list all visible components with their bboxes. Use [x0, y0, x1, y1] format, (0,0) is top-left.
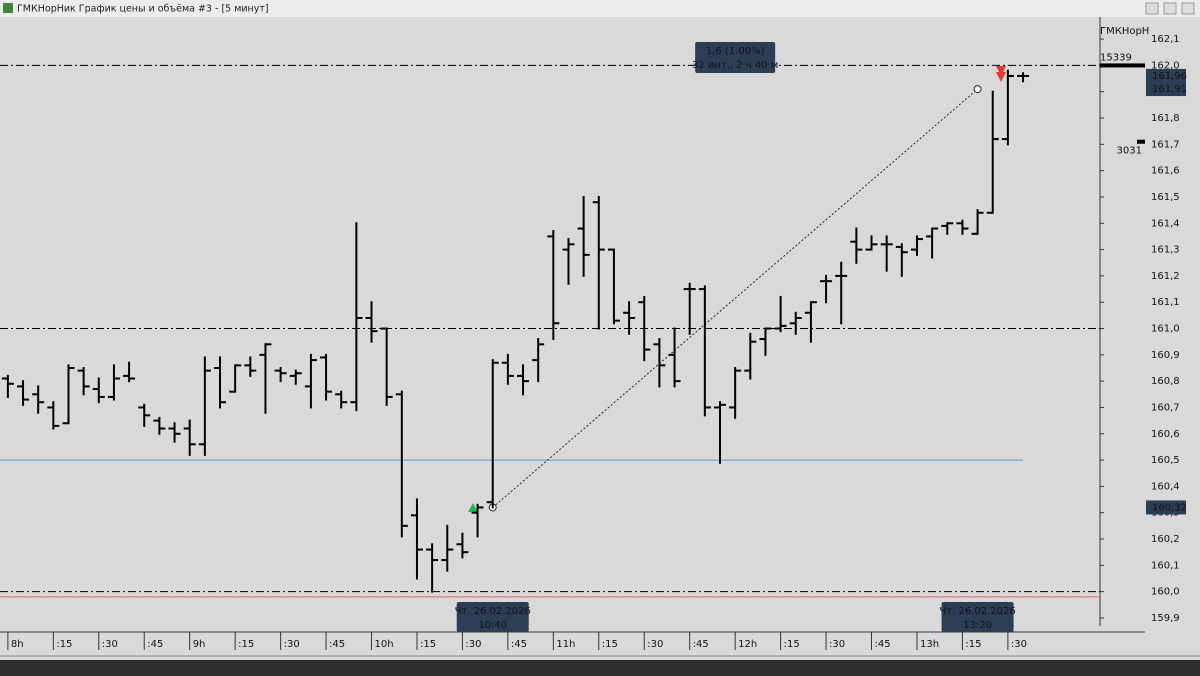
y-tick-label: 159,9: [1151, 613, 1180, 624]
volume-mark: [1137, 139, 1145, 144]
date-label: Чт. 26.02.2026: [455, 606, 531, 617]
price-label: 160,32: [1152, 502, 1187, 513]
y-tick-label: 160,7: [1151, 402, 1180, 413]
x-tick-label: :30: [647, 639, 663, 650]
price-label: 161,91: [1152, 84, 1187, 95]
sell-signal: [996, 72, 1006, 82]
y-tick-label: 160,6: [1151, 429, 1180, 440]
y-tick-label: 160,8: [1151, 376, 1180, 387]
x-tick-label: 11h: [556, 639, 575, 650]
x-tick-label: :45: [329, 639, 345, 650]
status-bar: [0, 660, 1200, 676]
measure-point: [973, 85, 982, 94]
y-tick-label: 160,1: [1151, 560, 1180, 571]
y-tick-label: 161,5: [1151, 192, 1180, 203]
x-tick-label: :45: [147, 639, 163, 650]
date-label: Чт. 26.02.2026: [939, 606, 1015, 617]
x-tick-label: :30: [829, 639, 845, 650]
y-tick-label: 162,0: [1151, 60, 1180, 71]
window-icon: [3, 3, 13, 13]
instrument-label: ГМКНорН: [1100, 26, 1149, 37]
price-label: 161,96: [1152, 71, 1187, 82]
measure-text: 1,6 (1.00%): [706, 46, 765, 57]
x-tick-label: :15: [602, 639, 618, 650]
x-tick-label: :15: [238, 639, 254, 650]
x-tick-label: :15: [420, 639, 436, 650]
measure-text: 32 инт., 2 ч 40 м: [692, 60, 778, 71]
x-tick-label: :45: [693, 639, 709, 650]
time-label: 10:40: [478, 620, 507, 631]
title-bar: [0, 0, 1200, 17]
maximize-button[interactable]: [1163, 2, 1177, 15]
y-tick-label: 160,4: [1151, 481, 1180, 492]
y-tick-label: 161,0: [1151, 324, 1180, 335]
volume-label: 15339: [1100, 52, 1132, 63]
x-tick-label: :45: [511, 639, 527, 650]
window-title: ГМКНорНик График цены и объёма #3 - [5 м…: [17, 4, 269, 15]
volume-mark: [1100, 63, 1145, 68]
x-tick-label: :15: [56, 639, 72, 650]
x-tick-label: 10h: [375, 639, 394, 650]
volume-label: 3031: [1117, 146, 1142, 157]
minimize-button[interactable]: [1145, 2, 1159, 15]
x-tick-label: 12h: [738, 639, 757, 650]
y-tick-label: 160,2: [1151, 534, 1180, 545]
y-tick-label: 161,6: [1151, 166, 1180, 177]
x-tick-label: :45: [875, 639, 891, 650]
x-tick-label: :15: [784, 639, 800, 650]
measure-box: [695, 42, 776, 73]
price-label-box: [1146, 500, 1186, 515]
close-button[interactable]: [1181, 2, 1195, 15]
x-tick-label: 9h: [193, 639, 206, 650]
y-tick-label: 161,3: [1151, 245, 1180, 256]
y-tick-label: 161,7: [1151, 139, 1180, 150]
measure-line: [492, 88, 978, 508]
y-tick-label: 162,1: [1151, 34, 1180, 45]
date-box: [456, 602, 529, 632]
x-tick-label: :30: [1011, 639, 1027, 650]
sell-signal: [996, 66, 1006, 76]
x-tick-label: :15: [965, 639, 981, 650]
window-buttons[interactable]: [1145, 2, 1195, 15]
x-tick-label: 13h: [920, 639, 939, 650]
y-tick-label: 161,4: [1151, 218, 1180, 229]
y-tick-label: 161,1: [1151, 297, 1180, 308]
date-box: [941, 602, 1014, 632]
price-label-box: [1146, 68, 1186, 83]
y-tick-label: 161,8: [1151, 113, 1180, 124]
y-tick-label: 161,2: [1151, 271, 1180, 282]
time-label: 13:20: [963, 620, 992, 631]
y-tick-label: 160,0: [1151, 587, 1180, 598]
price-label-box: [1146, 82, 1186, 97]
x-tick-label: :30: [284, 639, 300, 650]
x-tick-label: 8h: [11, 639, 24, 650]
x-tick-label: :30: [465, 639, 481, 650]
y-tick-label: 160,5: [1151, 455, 1180, 466]
x-tick-label: :30: [102, 639, 118, 650]
buy-signal: [468, 503, 478, 512]
y-tick-label: 160,9: [1151, 350, 1180, 361]
